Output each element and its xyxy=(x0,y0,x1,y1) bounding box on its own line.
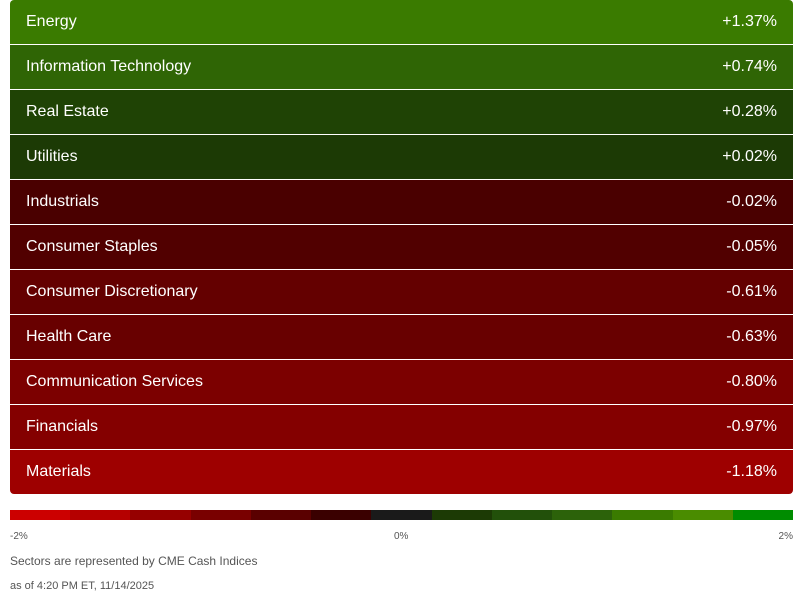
sector-change: +0.28% xyxy=(722,103,777,120)
sector-name: Consumer Discretionary xyxy=(26,283,198,300)
color-scale-bar xyxy=(10,510,794,520)
sector-name: Industrials xyxy=(26,193,99,210)
scale-min-label: -2% xyxy=(10,531,28,542)
scale-segment xyxy=(612,510,673,520)
scale-segment xyxy=(311,510,372,520)
scale-segment xyxy=(10,510,71,520)
as-of-timestamp: as of 4:20 PM ET, 11/14/2025 xyxy=(10,580,155,592)
sector-name: Health Care xyxy=(26,328,112,345)
sector-row[interactable]: Financials -0.97% xyxy=(10,405,793,450)
scale-segment xyxy=(190,510,251,520)
sector-performance-table: Energy +1.37% Information Technology +0.74%… xyxy=(10,0,793,494)
sector-row[interactable]: Consumer Staples -0.05% xyxy=(10,225,793,270)
sector-row[interactable]: Energy +1.37% xyxy=(10,0,793,45)
scale-segment xyxy=(732,510,794,520)
sector-row[interactable]: Utilities +0.02% xyxy=(10,135,793,180)
sector-row[interactable]: Communication Services -0.80% xyxy=(10,360,793,405)
sector-change: +0.02% xyxy=(722,148,777,165)
sector-row[interactable]: Information Technology +0.74% xyxy=(10,45,793,90)
sector-change: -0.97% xyxy=(726,418,777,435)
sector-change: -0.02% xyxy=(726,193,777,210)
sector-row[interactable]: Consumer Discretionary -0.61% xyxy=(10,270,793,315)
scale-mid-label: 0% xyxy=(394,531,409,542)
sector-row[interactable]: Materials -1.18% xyxy=(10,450,793,494)
sector-name: Communication Services xyxy=(26,373,203,390)
sector-name: Materials xyxy=(26,463,91,480)
sector-name: Financials xyxy=(26,418,99,435)
sector-change: -0.80% xyxy=(726,373,777,390)
sector-name: Information Technology xyxy=(26,58,192,75)
source-footnote: Sectors are represented by CME Cash Indi… xyxy=(10,554,258,568)
scale-max-label: 2% xyxy=(778,531,793,542)
scale-segment xyxy=(431,510,492,520)
scale-segment xyxy=(250,510,312,520)
sector-change: -0.05% xyxy=(726,238,777,255)
scale-segment xyxy=(130,510,191,520)
sector-name: Consumer Staples xyxy=(26,238,158,255)
sector-row[interactable]: Industrials -0.02% xyxy=(10,180,793,225)
sector-change: -0.61% xyxy=(726,283,777,300)
sector-name: Real Estate xyxy=(26,103,109,120)
sector-name: Utilities xyxy=(26,148,78,165)
sector-change: -1.18% xyxy=(726,463,777,480)
sector-row[interactable]: Health Care -0.63% xyxy=(10,315,793,360)
sector-name: Energy xyxy=(26,13,77,30)
scale-segment xyxy=(371,510,432,520)
scale-segment xyxy=(70,510,131,520)
sector-change: +0.74% xyxy=(722,58,777,75)
sector-change: +1.37% xyxy=(722,13,777,30)
sector-row[interactable]: Real Estate +0.28% xyxy=(10,90,793,135)
color-scale-labels: -2% 0% 2% xyxy=(10,531,793,545)
sector-change: -0.63% xyxy=(726,328,777,345)
scale-segment xyxy=(672,510,733,520)
scale-segment xyxy=(552,510,613,520)
scale-segment xyxy=(491,510,553,520)
